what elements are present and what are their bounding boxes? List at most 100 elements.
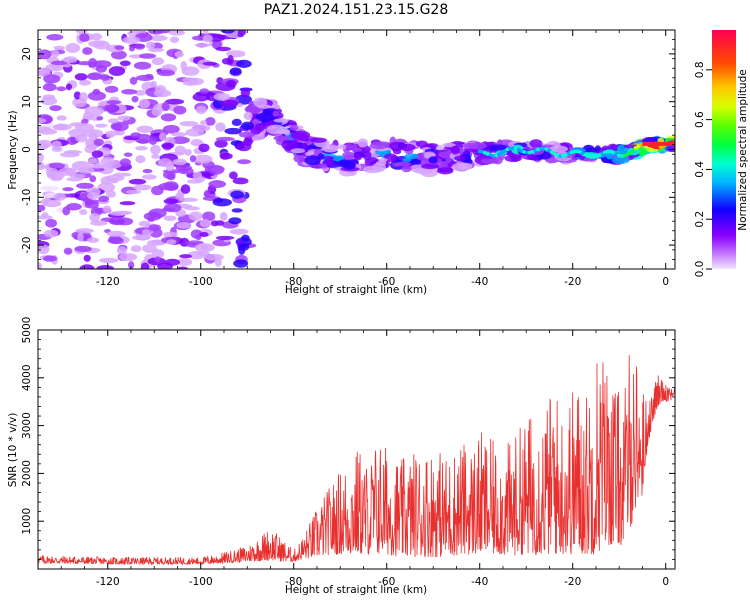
heatmap-cell	[79, 209, 88, 215]
heatmap-cell	[105, 130, 121, 136]
heatmap-cell	[95, 64, 108, 73]
heatmap-cell	[40, 185, 60, 191]
heatmap-cell	[148, 35, 168, 42]
snr-x-axis: -120 -100 -80 -60 -40 -20 0	[37, 330, 669, 588]
heatmap-cell	[231, 118, 242, 127]
heatmap-cell	[136, 125, 154, 133]
heatmap-cell	[89, 213, 100, 222]
heatmap-cell	[73, 91, 81, 100]
heatmap-cell	[114, 45, 125, 50]
heatmap-cell	[398, 143, 416, 152]
heatmap-cell	[207, 164, 225, 175]
heatmap-cell	[108, 217, 126, 226]
heatmap-cell	[181, 66, 200, 76]
heatmap-cell	[143, 212, 162, 221]
heatmap-cell	[353, 152, 363, 161]
heatmap-cell	[208, 180, 227, 188]
heatmap-cell	[266, 124, 286, 135]
heatmap-cell	[254, 122, 265, 132]
heatmap-cell	[38, 244, 50, 255]
heatmap-cell	[98, 257, 119, 263]
heatmap-cell	[630, 148, 636, 153]
heatmap-cell	[163, 198, 179, 205]
heatmap-cell	[373, 141, 391, 146]
heatmap-cell	[336, 144, 348, 150]
heatmap-cell	[229, 67, 242, 76]
spectrogram-x-label: Height of straight line (km)	[285, 284, 427, 296]
heatmap-cell	[310, 137, 327, 143]
heatmap-cell	[128, 261, 135, 269]
heatmap-cell	[56, 86, 67, 92]
heatmap-cell	[134, 43, 145, 50]
heatmap-cell	[40, 198, 48, 206]
y-tick-label: 2000	[21, 460, 33, 487]
spectrogram-x-axis: -120 -100 -80 -60 -40 -20 0	[37, 30, 669, 288]
heatmap-cell	[87, 72, 103, 81]
heatmap-cell	[59, 152, 80, 158]
heatmap-cell	[50, 60, 68, 66]
heatmap-cell	[38, 204, 46, 212]
spectrogram-blobs	[38, 30, 675, 269]
heatmap-cell	[62, 187, 74, 192]
heatmap-cell	[93, 40, 111, 50]
heatmap-cell	[213, 92, 231, 101]
heatmap-cell	[88, 158, 98, 164]
heatmap-cell	[194, 43, 211, 48]
heatmap-cell	[231, 208, 243, 213]
heatmap-cell	[46, 34, 64, 41]
heatmap-cell	[43, 74, 61, 84]
heatmap-cell	[79, 33, 90, 42]
spectrogram-y-label: Frequency (Hz)	[7, 110, 19, 189]
heatmap-cell	[75, 228, 94, 234]
heatmap-cell	[165, 98, 185, 105]
heatmap-cell	[229, 228, 249, 235]
heatmap-cell	[165, 161, 175, 172]
heatmap-cell	[396, 161, 411, 167]
heatmap-cell	[204, 117, 216, 126]
heatmap-cell	[84, 144, 97, 154]
spectrogram-heatmap	[38, 30, 675, 269]
heatmap-cell	[97, 101, 107, 107]
heatmap-cell	[151, 185, 164, 196]
heatmap-cell	[119, 158, 131, 167]
heatmap-cell	[82, 112, 94, 119]
heatmap-cell	[232, 177, 249, 185]
heatmap-cell	[173, 105, 187, 115]
heatmap-cell	[131, 95, 139, 103]
heatmap-cell	[237, 33, 244, 38]
heatmap-cell	[281, 140, 299, 150]
y-tick-label: -20	[21, 237, 33, 254]
heatmap-cell	[125, 189, 141, 195]
heatmap-cell	[102, 205, 112, 214]
heatmap-cell	[63, 247, 73, 255]
heatmap-cell	[41, 212, 49, 218]
heatmap-cell	[177, 266, 188, 269]
heatmap-cell	[404, 153, 418, 160]
heatmap-cell	[134, 89, 146, 96]
heatmap-cell	[119, 201, 136, 206]
heatmap-cell	[52, 123, 72, 131]
heatmap-cell	[241, 121, 254, 131]
heatmap-cell	[163, 215, 177, 222]
x-tick-label: -20	[564, 276, 581, 288]
heatmap-cell	[109, 211, 129, 216]
heatmap-cell	[121, 89, 138, 95]
heatmap-cell	[159, 132, 166, 141]
heatmap-cell	[236, 141, 252, 152]
heatmap-cell	[74, 73, 88, 81]
heatmap-cell	[128, 178, 147, 185]
heatmap-cell	[169, 36, 180, 44]
heatmap-cell	[89, 175, 97, 183]
heatmap-cell	[51, 140, 62, 150]
heatmap-cell	[197, 251, 210, 256]
heatmap-cell	[157, 262, 174, 269]
snr-x-label: Height of straight line (km)	[285, 584, 427, 596]
heatmap-cell	[240, 88, 251, 98]
heatmap-cell	[549, 145, 568, 153]
heatmap-cell	[141, 228, 151, 236]
snr-panel: -120 -100 -80 -60 -40 -20 0 1000 2000 3000 4000 50…	[7, 317, 676, 596]
heatmap-cell	[161, 101, 170, 111]
heatmap-cell	[230, 190, 244, 199]
heatmap-cell	[38, 118, 47, 124]
heatmap-cell	[79, 264, 95, 269]
